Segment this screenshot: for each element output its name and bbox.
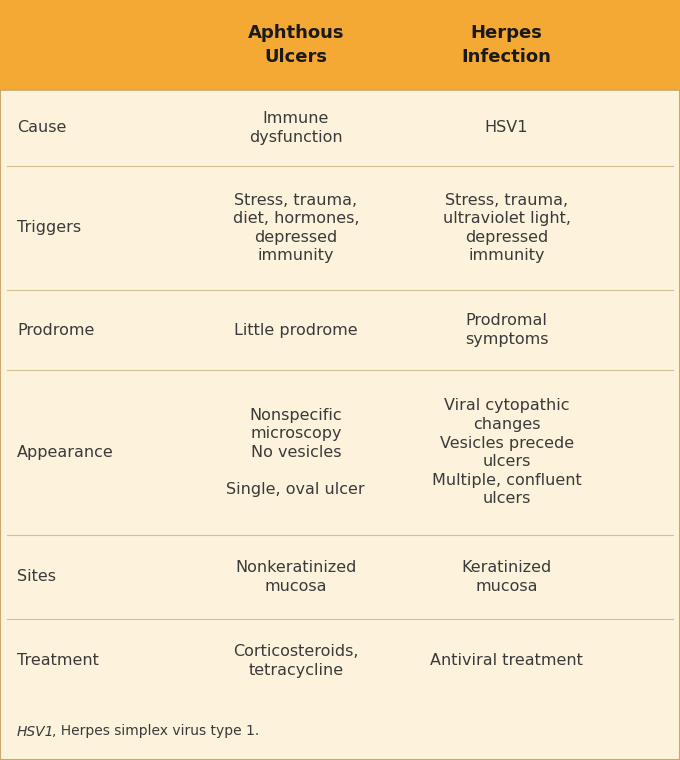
Text: Immune
dysfunction: Immune dysfunction — [249, 111, 343, 144]
Text: Little prodrome: Little prodrome — [234, 323, 358, 337]
Text: Treatment: Treatment — [17, 654, 99, 668]
Text: Herpes
Infection: Herpes Infection — [462, 24, 551, 65]
Text: Viral cytopathic
changes
Vesicles precede
ulcers
Multiple, confluent
ulcers: Viral cytopathic changes Vesicles preced… — [432, 398, 581, 506]
Text: HSV1: HSV1 — [485, 120, 528, 135]
Text: Sites: Sites — [17, 569, 56, 584]
Text: Prodrome: Prodrome — [17, 323, 95, 337]
Text: Antiviral treatment: Antiviral treatment — [430, 654, 583, 668]
Text: Nonkeratinized
mucosa: Nonkeratinized mucosa — [235, 560, 356, 594]
Text: Aphthous
Ulcers: Aphthous Ulcers — [248, 24, 344, 65]
Text: Triggers: Triggers — [17, 220, 81, 236]
Text: , Herpes simplex virus type 1.: , Herpes simplex virus type 1. — [52, 724, 260, 739]
Text: Stress, trauma,
ultraviolet light,
depressed
immunity: Stress, trauma, ultraviolet light, depre… — [443, 192, 571, 264]
Text: Prodromal
symptoms: Prodromal symptoms — [465, 313, 548, 347]
Text: Cause: Cause — [17, 120, 67, 135]
Text: HSV1: HSV1 — [17, 724, 54, 739]
Bar — [0, 0, 680, 90]
Text: Nonspecific
microscopy
No vesicles

Single, oval ulcer: Nonspecific microscopy No vesicles Singl… — [226, 408, 365, 497]
Text: Stress, trauma,
diet, hormones,
depressed
immunity: Stress, trauma, diet, hormones, depresse… — [233, 192, 359, 264]
Text: Corticosteroids,
tetracycline: Corticosteroids, tetracycline — [233, 644, 358, 678]
Text: Keratinized
mucosa: Keratinized mucosa — [462, 560, 551, 594]
Text: Appearance: Appearance — [17, 445, 114, 460]
